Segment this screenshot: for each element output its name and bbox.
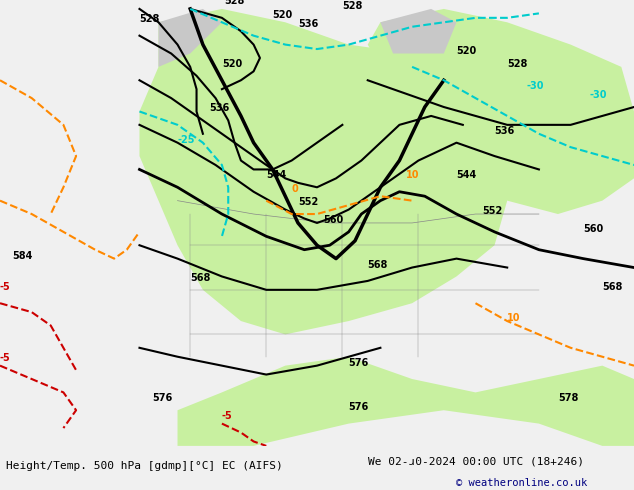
Text: 584: 584	[13, 250, 33, 261]
Text: 578: 578	[558, 393, 578, 403]
Text: 536: 536	[495, 126, 515, 136]
Text: -5: -5	[222, 411, 233, 421]
Text: 560: 560	[323, 215, 344, 225]
Text: 568: 568	[368, 260, 388, 270]
Text: 520: 520	[273, 10, 293, 20]
Text: -30: -30	[590, 90, 607, 100]
Text: 520: 520	[222, 59, 242, 69]
Text: © weatheronline.co.uk: © weatheronline.co.uk	[456, 478, 588, 489]
Text: 544: 544	[266, 171, 287, 180]
Text: -5: -5	[0, 353, 11, 363]
Text: Height/Temp. 500 hPa [gdmp][°C] EC (AIFS): Height/Temp. 500 hPa [gdmp][°C] EC (AIFS…	[6, 461, 283, 471]
Text: 544: 544	[456, 171, 477, 180]
Text: 528: 528	[342, 1, 363, 11]
Text: 576: 576	[152, 393, 172, 403]
Text: 576: 576	[349, 358, 369, 368]
Text: -25: -25	[178, 135, 195, 145]
Text: We 02-ɹ0-2024 00:00 UTC (18+246): We 02-ɹ0-2024 00:00 UTC (18+246)	[368, 456, 584, 466]
Text: 10: 10	[406, 171, 419, 180]
Text: 10: 10	[507, 313, 521, 323]
Text: 536: 536	[298, 19, 318, 29]
Text: 560: 560	[583, 224, 604, 234]
Text: 528: 528	[507, 59, 527, 69]
Text: -30: -30	[526, 81, 544, 91]
Text: 528: 528	[139, 14, 160, 24]
Text: 0: 0	[292, 184, 299, 194]
Text: 552: 552	[298, 197, 318, 207]
Text: 536: 536	[209, 103, 230, 114]
Text: -5: -5	[0, 282, 11, 292]
Text: 520: 520	[456, 46, 477, 55]
Text: 568: 568	[190, 273, 210, 283]
Text: 528: 528	[224, 0, 245, 6]
Text: 552: 552	[482, 206, 502, 216]
Text: 568: 568	[602, 282, 623, 292]
Text: 576: 576	[349, 402, 369, 412]
